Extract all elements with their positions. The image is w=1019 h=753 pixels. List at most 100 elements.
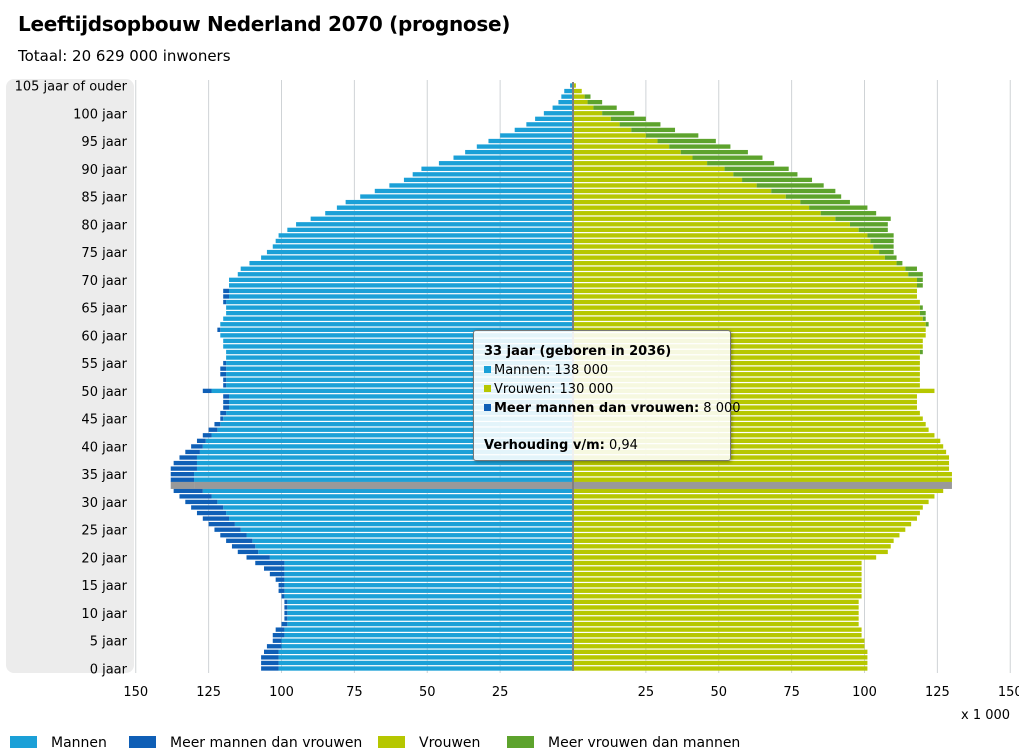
bar-mannen[interactable]: [202, 488, 574, 493]
bar-vrouwen[interactable]: [573, 161, 708, 166]
bar-vrouwen[interactable]: [573, 322, 926, 327]
legend-item-meer-vrouwen[interactable]: Meer vrouwen dan mannen: [507, 735, 740, 751]
bar-meer-mannen[interactable]: [281, 594, 285, 599]
bar-mannen[interactable]: [296, 222, 573, 227]
bar-vrouwen[interactable]: [573, 410, 920, 416]
bar-meer-mannen[interactable]: [261, 660, 279, 666]
bar-mannen[interactable]: [500, 133, 573, 138]
bar-meer-mannen[interactable]: [266, 644, 282, 649]
bar-vrouwen[interactable]: [573, 238, 871, 244]
bar-meer-mannen[interactable]: [202, 516, 230, 521]
bar-vrouwen[interactable]: [573, 533, 900, 538]
bar-vrouwen[interactable]: [573, 422, 926, 427]
bar-meer-mannen[interactable]: [261, 666, 279, 671]
bar-meer-vrouwen[interactable]: [919, 310, 926, 316]
bar-meer-vrouwen[interactable]: [858, 227, 888, 233]
bar-vrouwen[interactable]: [573, 538, 894, 543]
bar-vrouwen[interactable]: [573, 505, 923, 510]
bar-vrouwen[interactable]: [573, 555, 877, 560]
bar-meer-vrouwen[interactable]: [835, 216, 891, 221]
bar-mannen[interactable]: [220, 327, 573, 332]
bar-meer-mannen[interactable]: [264, 566, 285, 571]
bar-mannen[interactable]: [223, 505, 573, 510]
bar-vrouwen[interactable]: [573, 216, 836, 221]
bar-mannen[interactable]: [336, 205, 573, 210]
bar-vrouwen[interactable]: [573, 188, 772, 194]
bar-vrouwen[interactable]: [573, 149, 681, 155]
bar-mannen[interactable]: [564, 88, 573, 94]
bar-vrouwen[interactable]: [573, 344, 923, 349]
bar-mannen[interactable]: [258, 549, 573, 555]
bar-meer-vrouwen[interactable]: [587, 99, 603, 105]
bar-mannen[interactable]: [552, 105, 573, 110]
bar-mannen[interactable]: [526, 122, 573, 127]
bar-meer-mannen[interactable]: [214, 422, 221, 427]
legend-item-vrouwen[interactable]: Vrouwen: [378, 735, 480, 751]
bar-vrouwen[interactable]: [573, 388, 935, 394]
bar-vrouwen[interactable]: [573, 360, 920, 366]
bar-meer-vrouwen[interactable]: [922, 316, 926, 321]
bar-meer-mannen[interactable]: [170, 466, 197, 471]
bar-mannen[interactable]: [246, 533, 573, 538]
bar-mannen[interactable]: [561, 94, 573, 99]
bar-meer-mannen[interactable]: [255, 560, 285, 566]
legend-item-mannen[interactable]: Mannen: [10, 735, 107, 751]
bar-meer-mannen[interactable]: [223, 288, 230, 294]
bar-meer-mannen[interactable]: [223, 377, 227, 382]
bar-vrouwen[interactable]: [573, 644, 865, 649]
bar-mannen[interactable]: [240, 266, 573, 271]
bar-meer-mannen[interactable]: [202, 388, 212, 394]
bar-meer-mannen[interactable]: [264, 649, 279, 655]
bar-mannen[interactable]: [284, 627, 573, 632]
bar-mannen[interactable]: [234, 521, 574, 527]
bar-mannen[interactable]: [229, 405, 573, 410]
bar-mannen[interactable]: [570, 83, 573, 88]
bar-vrouwen[interactable]: [573, 610, 859, 616]
bar-vrouwen[interactable]: [573, 466, 950, 471]
bar-meer-mannen[interactable]: [223, 299, 227, 305]
bar-vrouwen[interactable]: [573, 460, 950, 466]
bar-meer-mannen[interactable]: [237, 549, 259, 555]
bar-meer-vrouwen[interactable]: [820, 211, 877, 216]
bar-mannen[interactable]: [476, 144, 573, 149]
bar-vrouwen[interactable]: [573, 288, 917, 294]
bar-mannen[interactable]: [558, 99, 573, 105]
bar-vrouwen[interactable]: [573, 449, 947, 455]
bar-mannen[interactable]: [488, 138, 573, 144]
bar-meer-mannen[interactable]: [223, 360, 227, 366]
bar-vrouwen[interactable]: [573, 133, 646, 138]
bar-vrouwen[interactable]: [573, 616, 859, 621]
population-pyramid-chart[interactable]: 0 jaar 5 jaar 10 jaar 15 jaar 20 jaar 25 jaar…: [0, 0, 1019, 735]
bar-vrouwen[interactable]: [573, 666, 868, 671]
bar-mannen[interactable]: [287, 610, 573, 616]
bar-meer-mannen[interactable]: [179, 455, 197, 460]
bar-mannen[interactable]: [284, 577, 573, 582]
bar-vrouwen[interactable]: [573, 277, 917, 282]
bar-vrouwen[interactable]: [573, 199, 801, 205]
bar-meer-mannen[interactable]: [170, 472, 195, 477]
bar-mannen[interactable]: [287, 599, 573, 605]
bar-meer-vrouwen[interactable]: [707, 161, 775, 166]
bar-vrouwen[interactable]: [573, 472, 952, 477]
bar-meer-vrouwen[interactable]: [645, 133, 699, 138]
bar-meer-mannen[interactable]: [284, 610, 288, 616]
bar-vrouwen[interactable]: [573, 366, 920, 371]
bar-mannen[interactable]: [217, 499, 573, 505]
bar-meer-vrouwen[interactable]: [733, 172, 798, 177]
bar-meer-mannen[interactable]: [220, 366, 227, 371]
bars[interactable]: [170, 83, 952, 671]
bar-meer-mannen[interactable]: [185, 499, 218, 505]
bar-mannen[interactable]: [284, 594, 573, 599]
bar-meer-mannen[interactable]: [284, 616, 288, 621]
bar-vrouwen[interactable]: [573, 183, 757, 188]
bar-vrouwen[interactable]: [573, 377, 920, 382]
bar-vrouwen[interactable]: [573, 338, 923, 344]
bar-meer-mannen[interactable]: [220, 410, 227, 416]
bar-vrouwen[interactable]: [573, 638, 865, 643]
bar-vrouwen[interactable]: [573, 166, 725, 171]
bar-meer-vrouwen[interactable]: [867, 233, 894, 238]
bar-mannen[interactable]: [196, 455, 573, 460]
bar-mannen[interactable]: [226, 305, 574, 310]
bar-mannen[interactable]: [229, 277, 573, 282]
bar-vrouwen[interactable]: [573, 527, 906, 532]
